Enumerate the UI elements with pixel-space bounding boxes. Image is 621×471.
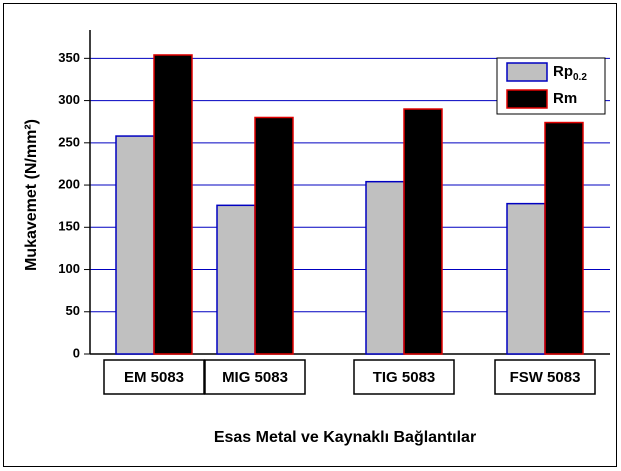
legend-swatch [506, 89, 548, 109]
y-axis-label: Mukavemet (N/mm²) [23, 119, 40, 271]
x-tick-label: EM 5083 [124, 369, 184, 386]
y-tick-label: 50 [66, 303, 80, 318]
category-box [353, 359, 455, 395]
bar [254, 116, 294, 355]
bar [544, 121, 584, 355]
x-axis-label: Esas Metal ve Kaynaklı Bağlantılar [214, 429, 476, 446]
bar [506, 202, 546, 355]
x-tick-label: MIG 5083 [222, 369, 288, 386]
y-tick-label: 100 [58, 261, 80, 276]
bar [403, 108, 443, 355]
category-box [204, 359, 306, 395]
category-box [103, 359, 205, 395]
y-tick-label: 250 [58, 134, 80, 149]
category-box [494, 359, 596, 395]
bar [365, 180, 405, 355]
bar [216, 204, 256, 355]
y-tick-label: 300 [58, 92, 80, 107]
y-tick-label: 150 [58, 219, 80, 234]
y-tick-label: 0 [73, 345, 80, 360]
bar [115, 135, 155, 355]
legend-label: Rm [553, 90, 577, 107]
bar [153, 54, 193, 355]
x-tick-label: FSW 5083 [510, 369, 581, 386]
legend-label: Rp0.2 [553, 63, 587, 83]
y-tick-label: 200 [58, 176, 80, 191]
y-tick-label: 350 [58, 50, 80, 65]
x-tick-label: TIG 5083 [373, 369, 436, 386]
legend-swatch [506, 62, 548, 82]
